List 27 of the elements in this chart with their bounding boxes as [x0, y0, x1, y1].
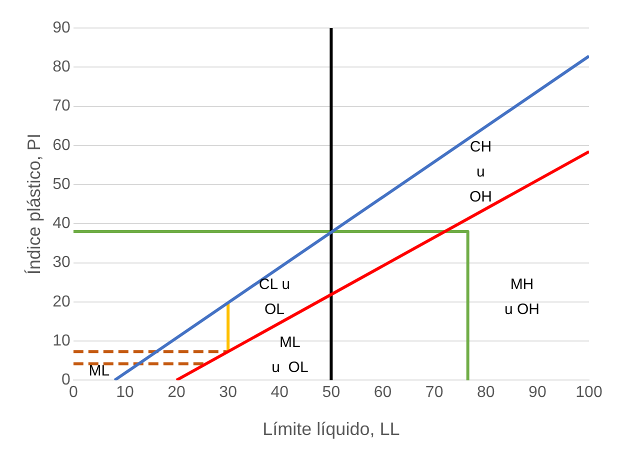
x-tick-label: 100 — [576, 384, 602, 402]
annotation: ML — [88, 362, 110, 380]
x-tick-label: 50 — [322, 384, 340, 402]
x-tick-label: 70 — [425, 384, 444, 402]
annotation: CH u OH — [469, 138, 492, 206]
annotation: CL u OL — [258, 276, 290, 318]
x-axis-title: Límite líquido, LL — [262, 419, 400, 440]
annotation: ML u OL — [272, 334, 308, 376]
y-tick-label: 0 — [61, 372, 70, 389]
x-tick-label: 10 — [116, 384, 134, 402]
y-tick-label: 80 — [52, 58, 70, 76]
x-tick-label: 60 — [374, 384, 392, 402]
y-tick-label: 40 — [52, 215, 70, 232]
y-tick-label: 30 — [52, 254, 70, 272]
y-axis-title: Índice plástico, PI — [24, 134, 44, 275]
y-tick-label: 10 — [52, 332, 70, 350]
annotation: MH u OH — [504, 276, 540, 318]
y-tick-label: 90 — [52, 19, 70, 36]
x-tick-label: 40 — [270, 384, 289, 402]
y-tick-label: 70 — [52, 98, 70, 115]
x-tick-label: 30 — [219, 384, 238, 402]
x-tick-label: 90 — [528, 384, 546, 402]
y-tick-label: 60 — [52, 136, 70, 154]
y-tick-label: 20 — [52, 293, 70, 310]
y-tick-label: 50 — [52, 176, 70, 193]
x-tick-label: 20 — [168, 384, 186, 402]
x-tick-label: 80 — [476, 384, 495, 402]
